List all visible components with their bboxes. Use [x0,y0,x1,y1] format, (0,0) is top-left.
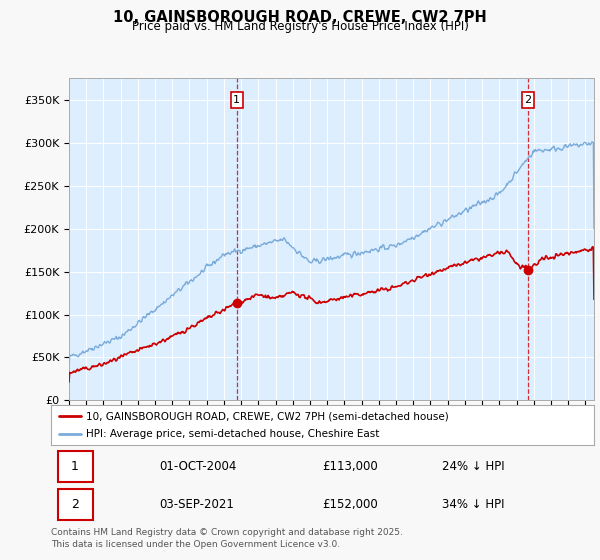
Text: 2: 2 [71,498,79,511]
FancyBboxPatch shape [58,451,93,482]
Text: 1: 1 [71,460,79,473]
Text: 03-SEP-2021: 03-SEP-2021 [160,498,235,511]
Text: £113,000: £113,000 [323,460,378,473]
Text: 1: 1 [233,95,241,105]
Text: Price paid vs. HM Land Registry's House Price Index (HPI): Price paid vs. HM Land Registry's House … [131,20,469,32]
Text: 24% ↓ HPI: 24% ↓ HPI [442,460,505,473]
Text: HPI: Average price, semi-detached house, Cheshire East: HPI: Average price, semi-detached house,… [86,429,380,439]
Text: 34% ↓ HPI: 34% ↓ HPI [442,498,505,511]
Text: 10, GAINSBOROUGH ROAD, CREWE, CW2 7PH: 10, GAINSBOROUGH ROAD, CREWE, CW2 7PH [113,10,487,25]
Text: 2: 2 [524,95,532,105]
Text: Contains HM Land Registry data © Crown copyright and database right 2025.
This d: Contains HM Land Registry data © Crown c… [51,528,403,549]
Text: 01-OCT-2004: 01-OCT-2004 [160,460,237,473]
Text: 10, GAINSBOROUGH ROAD, CREWE, CW2 7PH (semi-detached house): 10, GAINSBOROUGH ROAD, CREWE, CW2 7PH (s… [86,411,449,421]
Text: £152,000: £152,000 [323,498,378,511]
FancyBboxPatch shape [58,489,93,520]
